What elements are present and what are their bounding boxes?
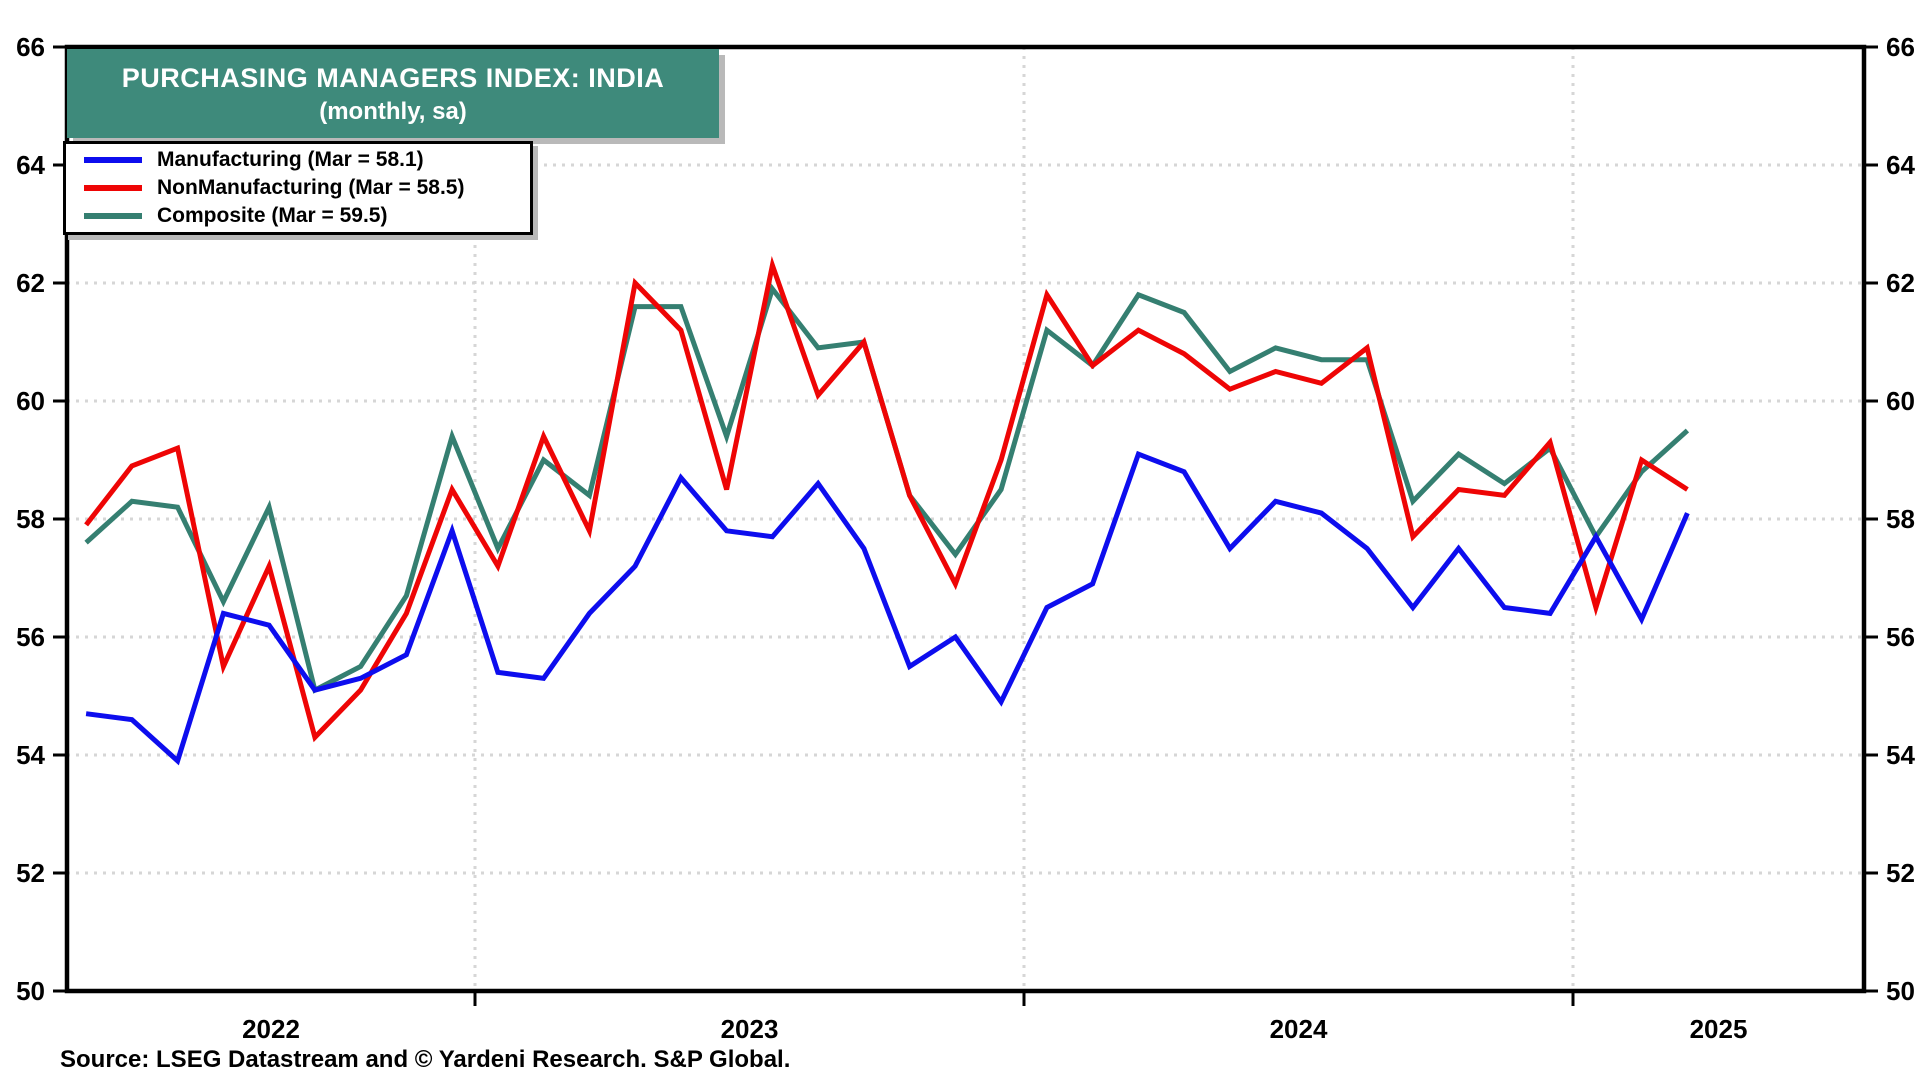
legend-item-nonmanufacturing: NonManufacturing (Mar = 58.5) — [84, 174, 530, 202]
y-tick-label-left: 54 — [16, 740, 45, 770]
composite-line-swatch — [84, 213, 142, 219]
y-tick-label-left: 56 — [16, 622, 45, 652]
legend-item-composite: Composite (Mar = 59.5) — [84, 202, 530, 230]
chart-legend: Manufacturing (Mar = 58.1) NonManufactur… — [63, 141, 533, 235]
x-year-label: 2024 — [1270, 1014, 1328, 1044]
y-tick-label-left: 58 — [16, 504, 45, 534]
y-tick-label-right: 60 — [1886, 386, 1915, 416]
y-tick-label-right: 58 — [1886, 504, 1915, 534]
y-tick-label-right: 52 — [1886, 858, 1915, 888]
x-year-label: 2025 — [1690, 1014, 1748, 1044]
legend-label: NonManufacturing (Mar = 58.5) — [157, 176, 465, 199]
source-note: Source: LSEG Datastream and © Yardeni Re… — [60, 1046, 791, 1073]
manufacturing-line-swatch — [84, 157, 142, 163]
series-line-manufacturing — [85, 450, 1690, 766]
legend-label: Composite (Mar = 59.5) — [157, 204, 388, 227]
nonmanufacturing-line-swatch — [84, 185, 142, 191]
series-line-composite — [84, 283, 1690, 694]
y-tick-label-right: 64 — [1886, 150, 1915, 180]
chart-title-banner: PURCHASING MANAGERS INDEX: INDIA (monthl… — [67, 49, 719, 138]
y-tick-label-left: 66 — [16, 32, 45, 62]
chart-subtitle: (monthly, sa) — [319, 98, 467, 126]
y-tick-label-right: 50 — [1886, 976, 1915, 1006]
y-tick-label-right: 54 — [1886, 740, 1915, 770]
y-tick-label-left: 50 — [16, 976, 45, 1006]
y-tick-label-right: 62 — [1886, 268, 1915, 298]
chart-title: PURCHASING MANAGERS INDEX: INDIA — [121, 62, 665, 93]
y-tick-label-right: 56 — [1886, 622, 1915, 652]
y-tick-label-left: 64 — [16, 150, 45, 180]
y-tick-label-left: 60 — [16, 386, 45, 416]
series-line-nonmanufacturing — [84, 255, 1689, 743]
x-year-label: 2023 — [721, 1014, 779, 1044]
x-year-label: 2022 — [242, 1014, 300, 1044]
y-tick-label-left: 52 — [16, 858, 45, 888]
y-tick-label-left: 62 — [16, 268, 45, 298]
legend-item-manufacturing: Manufacturing (Mar = 58.1) — [84, 146, 530, 174]
legend-label: Manufacturing (Mar = 58.1) — [157, 148, 424, 171]
y-tick-label-right: 66 — [1886, 32, 1915, 62]
